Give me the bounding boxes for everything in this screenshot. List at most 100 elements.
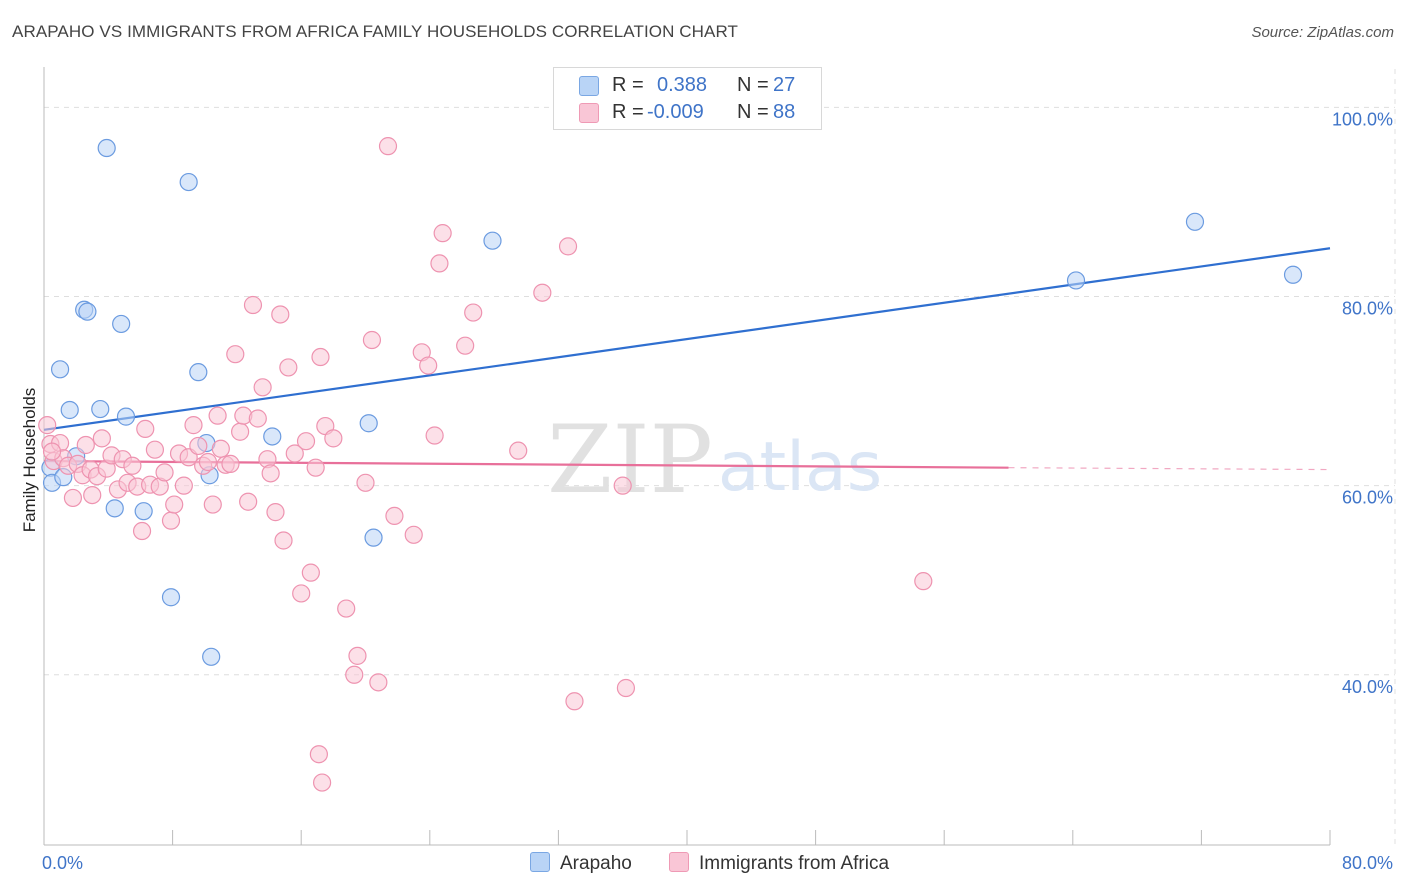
legend-swatch-pink — [579, 103, 599, 123]
point-pink — [430, 254, 449, 273]
point-pink — [369, 673, 388, 692]
point-pink — [565, 692, 584, 711]
point-pink — [231, 422, 250, 441]
point-pink — [464, 303, 483, 322]
n-value: 88 — [773, 101, 796, 123]
legend-row-arapaho: R = 0.388 N = 27 — [554, 74, 821, 100]
point-pink — [433, 224, 452, 243]
data-points — [38, 137, 1303, 792]
point-pink — [271, 305, 290, 324]
y-axis-label: Family Households — [20, 387, 39, 533]
point-blue — [60, 400, 79, 420]
point-pink — [226, 345, 245, 364]
n-value: 27 — [773, 74, 796, 96]
point-pink — [348, 646, 367, 665]
x-tick-label: 80.0% — [1342, 853, 1393, 873]
point-pink — [211, 439, 230, 458]
point-blue — [78, 302, 97, 321]
source-label: Source: ZipAtlas.com — [1251, 24, 1394, 41]
point-pink — [189, 436, 208, 456]
point-blue — [263, 427, 282, 446]
point-pink — [132, 521, 152, 541]
n-label: N = — [737, 101, 769, 123]
point-pink — [92, 429, 111, 448]
bottom-legend-arapaho: Arapaho — [530, 852, 632, 875]
point-blue — [202, 647, 221, 666]
point-pink — [345, 665, 364, 684]
watermark-zip: ZIP — [547, 406, 713, 515]
r-value: 0.388 — [657, 74, 708, 96]
point-pink — [136, 419, 155, 439]
point-blue — [189, 363, 208, 382]
trend-line-arapaho — [43, 247, 1331, 431]
point-pink — [309, 745, 328, 764]
bottom-legend-africa: Immigrants from Africa — [669, 852, 889, 875]
watermark: ZIP atlas — [547, 406, 882, 515]
point-pink — [155, 463, 174, 482]
chart-title: ARAPAHO VS IMMIGRANTS FROM AFRICA FAMILY… — [12, 22, 739, 41]
point-pink — [208, 406, 227, 425]
point-pink — [261, 464, 280, 483]
point-pink — [203, 495, 222, 514]
y-tick-label: 60.0% — [1342, 488, 1393, 508]
axes — [43, 67, 1331, 846]
r-value: -0.009 — [647, 101, 704, 123]
point-pink — [425, 426, 444, 445]
point-pink — [198, 452, 218, 472]
point-pink — [419, 356, 438, 375]
tick-labels: 100.0% 80.0% 60.0% 40.0% 0.0% 80.0% — [42, 109, 1393, 873]
y-tick-label: 40.0% — [1342, 677, 1393, 697]
point-pink — [221, 454, 240, 473]
point-pink — [378, 137, 398, 156]
point-pink — [76, 435, 95, 455]
point-pink — [616, 678, 636, 698]
point-pink — [165, 495, 184, 514]
point-pink — [324, 429, 343, 448]
point-pink — [292, 584, 311, 603]
legend-swatch-pink — [669, 852, 689, 872]
point-pink — [274, 531, 293, 550]
point-pink — [312, 773, 332, 792]
point-pink — [161, 511, 181, 530]
point-blue — [105, 499, 124, 518]
point-blue — [97, 138, 116, 158]
point-blue — [50, 360, 70, 379]
point-blue — [112, 314, 131, 334]
point-pink — [123, 456, 142, 475]
point-pink — [279, 358, 298, 377]
point-blue — [1283, 265, 1303, 284]
point-pink — [174, 476, 193, 495]
point-pink — [38, 416, 57, 435]
point-blue — [179, 172, 198, 192]
point-pink — [243, 295, 263, 315]
point-pink — [253, 378, 272, 397]
point-pink — [558, 237, 578, 256]
point-pink — [404, 525, 423, 544]
point-pink — [356, 473, 375, 492]
point-pink — [63, 488, 83, 508]
point-pink — [613, 476, 632, 495]
point-blue — [1185, 212, 1205, 231]
x-tick-label: 0.0% — [42, 853, 83, 873]
n-label: N = — [737, 74, 769, 96]
point-pink — [184, 416, 203, 435]
point-pink — [248, 409, 267, 428]
point-pink — [306, 458, 325, 477]
point-blue — [134, 502, 153, 521]
point-pink — [285, 444, 304, 463]
r-label: R = — [612, 74, 644, 96]
legend-label-africa: Immigrants from Africa — [699, 853, 890, 874]
y-tick-label: 100.0% — [1332, 109, 1393, 129]
point-pink — [296, 432, 316, 451]
point-blue — [116, 407, 136, 426]
point-blue — [359, 414, 378, 433]
point-blue — [91, 399, 110, 419]
point-blue — [364, 528, 383, 547]
legend-swatch-blue — [579, 76, 599, 96]
legend-swatch-blue — [530, 852, 550, 872]
point-pink — [145, 440, 165, 459]
point-pink — [337, 599, 356, 618]
point-pink — [533, 283, 552, 302]
point-blue — [161, 588, 181, 607]
point-pink — [42, 442, 62, 461]
